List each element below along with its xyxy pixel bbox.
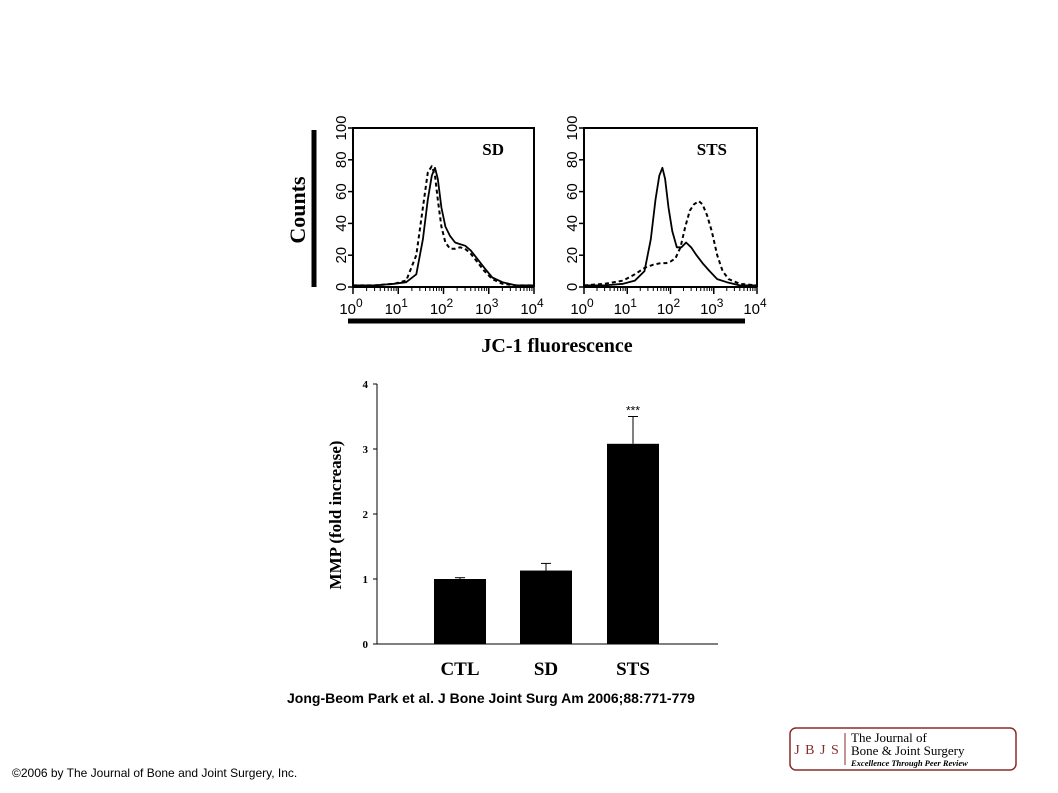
panel-label: SD (482, 140, 504, 159)
series-dashed (583, 200, 758, 287)
y-tick-label: 80 (333, 151, 350, 168)
logo-mark: J B J S (794, 743, 840, 758)
logo-tagline: Excellence Through Peer Review (850, 758, 968, 768)
x-tick-label: 102 (430, 296, 454, 318)
x-tick-label: 102 (657, 296, 681, 318)
y-tick-label: 0 (333, 283, 350, 291)
y-tick-label: 1 (363, 574, 369, 586)
y-tick-label: 4 (363, 379, 369, 391)
bar-sd (520, 570, 572, 644)
mmp-axis-label: MMP (fold increase) (326, 441, 345, 590)
bar-sts (607, 443, 659, 644)
y-tick-label: 40 (333, 215, 350, 232)
y-tick-label: 20 (333, 247, 350, 264)
citation: Jong-Beom Park et al. J Bone Joint Surg … (287, 690, 695, 706)
panel-frame (583, 127, 758, 287)
series-solid (584, 166, 757, 287)
logo-line1: The Journal of (851, 730, 927, 745)
copyright: ©2006 by The Journal of Bone and Joint S… (12, 766, 298, 780)
significance-annotation: *** (626, 404, 640, 418)
y-tick-label: 3 (363, 444, 369, 456)
fluorescence-label: JC-1 fluorescence (481, 335, 632, 357)
jbjs-logo: J B J S The Journal of Bone & Joint Surg… (789, 727, 1017, 771)
x-tick-label: 103 (700, 296, 724, 318)
x-tick-label: 101 (614, 296, 638, 318)
y-tick-label: 60 (564, 183, 581, 200)
x-tick-label: 104 (520, 296, 544, 318)
y-tick-label: 2 (363, 509, 369, 521)
category-label: SD (534, 659, 558, 680)
histogram-panel-sts: 0 20 40 60 80 100 100 101 102 103 104 STS (564, 115, 767, 318)
x-tick-label: 100 (570, 296, 594, 318)
bar-ctl (434, 579, 486, 644)
bar-plot-area: 0 1 2 3 4 CTL SD STS *** (363, 379, 718, 680)
y-tick-label: 60 (333, 183, 350, 200)
panel-label: STS (697, 140, 727, 159)
x-tick-label: 103 (475, 296, 499, 318)
histogram-panel-sd: 0 20 40 60 80 100 100 101 102 103 104 SD (333, 115, 544, 318)
bar-chart: MMP (fold increase) 0 1 2 3 4 CTL SD STS *** (326, 379, 718, 680)
y-tick-label: 100 (564, 115, 581, 140)
logo-frame (789, 727, 1017, 771)
x-tick-label: 101 (385, 296, 409, 318)
y-tick-label: 0 (363, 639, 369, 651)
x-tick-label: 104 (743, 296, 767, 318)
counts-label: Counts (285, 176, 310, 244)
series-dashed (353, 165, 534, 287)
panel-frame (352, 127, 535, 287)
y-tick-label: 40 (564, 215, 581, 232)
series-solid (353, 166, 534, 287)
y-tick-label: 0 (564, 283, 581, 291)
histogram-figure: Counts JC-1 fluorescence 0 20 40 60 80 100 100… (285, 115, 767, 357)
logo-line2: Bone & Joint Surgery (851, 743, 965, 758)
y-tick-label: 100 (333, 115, 350, 140)
x-tick-label: 100 (339, 296, 363, 318)
category-label: CTL (440, 659, 479, 680)
y-tick-label: 20 (564, 247, 581, 264)
y-tick-label: 80 (564, 151, 581, 168)
category-label: STS (616, 659, 650, 680)
